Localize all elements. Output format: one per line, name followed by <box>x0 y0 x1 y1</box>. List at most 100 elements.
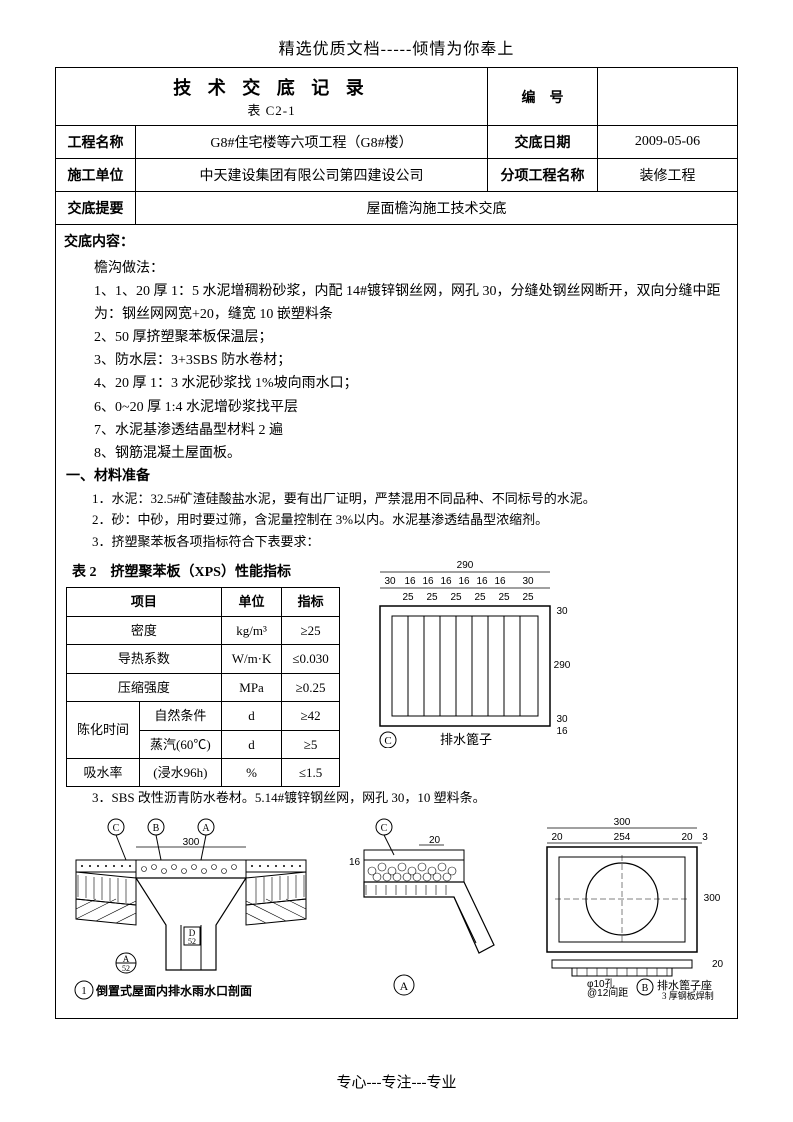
label-sub-project: 分项工程名称 <box>488 159 598 192</box>
xps-header: 单位 <box>221 588 282 616</box>
svg-text:16: 16 <box>476 576 488 587</box>
value-project-name: G8#住宅楼等六项工程（G8#楼） <box>136 126 488 159</box>
page-header: 精选优质文档-----倾情为你奉上 <box>55 35 738 59</box>
xps-cell: ≥25 <box>282 616 339 644</box>
svg-text:20: 20 <box>681 832 693 843</box>
doc-subtitle: 表 C2-1 <box>64 100 479 119</box>
svg-text:@12间距: @12间距 <box>587 986 628 999</box>
material-item: 2．砂：中砂，用时要过筛，含泥量控制在 3%以内。水泥基渗透结晶型浓缩剂。 <box>66 509 727 530</box>
svg-text:25: 25 <box>450 592 462 603</box>
xps-cell: ≤0.030 <box>282 645 339 673</box>
material-item: 1．水泥：32.5#矿渣硅酸盐水泥，要有出厂证明，严禁混用不同品种、不同标号的水… <box>66 488 727 509</box>
section1-title: 一、材料准备 <box>66 465 727 488</box>
xps-table: 项目 单位 指标 密度 kg/m³ ≥25 导热系数 W/m·K ≤0.030 <box>66 587 340 787</box>
record-table: 技 术 交 底 记 录 表 C2-1 编 号 工程名称 G8#住宅楼等六项工程（… <box>55 67 738 225</box>
svg-text:25: 25 <box>402 592 414 603</box>
label-date: 交底日期 <box>488 126 598 159</box>
xps-cell: 自然条件 <box>140 702 222 730</box>
xps-cell: 蒸汽(60℃) <box>140 730 222 758</box>
svg-text:A: A <box>400 979 409 993</box>
step: 2、50 厚挤塑聚苯板保温层； <box>66 326 727 349</box>
svg-text:20: 20 <box>551 832 563 843</box>
svg-text:30: 30 <box>556 606 568 617</box>
label-unit: 施工单位 <box>56 159 136 192</box>
svg-text:16: 16 <box>458 576 470 587</box>
svg-text:30: 30 <box>556 714 568 725</box>
diagram-a: C 20 16 <box>344 815 499 1008</box>
svg-text:290: 290 <box>553 660 569 671</box>
xps-cell: ≤1.5 <box>282 758 339 786</box>
svg-text:C: C <box>113 823 120 834</box>
svg-text:C: C <box>384 735 391 747</box>
xps-cell: d <box>221 702 282 730</box>
xps-cell: ≥42 <box>282 702 339 730</box>
svg-text:排水篦子座: 排水篦子座 <box>657 978 712 992</box>
value-sub-project: 装修工程 <box>598 159 738 192</box>
svg-text:16: 16 <box>494 576 506 587</box>
svg-text:254: 254 <box>614 832 631 843</box>
value-summary: 屋面檐沟施工技术交底 <box>136 192 738 225</box>
xps-cell: 压缩强度 <box>67 673 222 701</box>
svg-text:3 厚钢板焊制: 3 厚钢板焊制 <box>662 990 714 1000</box>
svg-text:52: 52 <box>122 964 130 973</box>
svg-text:16: 16 <box>422 576 434 587</box>
xps-cell: ≥5 <box>282 730 339 758</box>
svg-text:B: B <box>153 823 160 834</box>
label-number: 编 号 <box>488 68 598 126</box>
xps-cell: % <box>221 758 282 786</box>
svg-text:25: 25 <box>498 592 510 603</box>
label-summary: 交底提要 <box>56 192 136 225</box>
content-body: 檐沟做法： 1、1、20 厚 1：5 水泥增稠粉砂浆，内配 14#镀锌钢丝网，网… <box>55 253 738 1019</box>
diagram-1: C B A 300 <box>66 815 316 1008</box>
value-unit: 中天建设集团有限公司第四建设公司 <box>136 159 488 192</box>
svg-text:16: 16 <box>349 857 361 868</box>
doc-title: 技 术 交 底 记 录 <box>64 74 479 100</box>
svg-text:20: 20 <box>712 959 724 970</box>
value-date: 2009-05-06 <box>598 126 738 159</box>
svg-text:25: 25 <box>474 592 486 603</box>
xps-caption: 表 2 挤塑聚苯板（XPS）性能指标 <box>66 558 340 587</box>
xps-cell: kg/m³ <box>221 616 282 644</box>
svg-text:C: C <box>381 823 388 834</box>
step: 6、0~20 厚 1:4 水泥增砂浆找平层 <box>66 396 727 419</box>
svg-text:1: 1 <box>81 985 87 997</box>
xps-cell: 密度 <box>67 616 222 644</box>
diagram-b: 300 20 254 20 3 300 <box>527 815 727 1008</box>
step: 7、水泥基渗透结晶型材料 2 遍 <box>66 419 727 442</box>
label-project-name: 工程名称 <box>56 126 136 159</box>
svg-text:倒置式屋面内排水雨水口剖面: 倒置式屋面内排水雨水口剖面 <box>95 983 252 998</box>
svg-text:排水篦子: 排水篦子 <box>440 732 492 747</box>
diagram-c: 290 30 16 16 16 16 16 16 30 25 25 25 <box>360 558 570 756</box>
svg-text:25: 25 <box>426 592 438 603</box>
svg-text:16: 16 <box>556 726 568 737</box>
svg-text:3: 3 <box>702 832 708 843</box>
svg-text:B: B <box>642 983 649 994</box>
gutter-title: 檐沟做法： <box>66 257 727 280</box>
svg-text:30: 30 <box>522 576 534 587</box>
step: 4、20 厚 1：3 水泥砂浆找 1%坡向雨水口； <box>66 372 727 395</box>
xps-cell: MPa <box>221 673 282 701</box>
xps-cell: (浸水96h) <box>140 758 222 786</box>
dim-text: 290 <box>456 560 473 571</box>
xps-cell: d <box>221 730 282 758</box>
xps-header: 项目 <box>67 588 222 616</box>
sbs-line: 3．SBS 改性沥青防水卷材。5.14#镀锌钢丝网，网孔 30，10 塑料条。 <box>66 787 727 808</box>
svg-text:300: 300 <box>614 817 631 828</box>
content-title: 交底内容： <box>55 225 738 253</box>
xps-cell: 吸水率 <box>67 758 140 786</box>
page-footer: 专心---专注---专业 <box>0 1071 793 1092</box>
svg-text:20: 20 <box>429 835 441 846</box>
xps-cell: ≥0.25 <box>282 673 339 701</box>
xps-cell: 陈化时间 <box>67 702 140 759</box>
svg-text:16: 16 <box>404 576 416 587</box>
svg-text:25: 25 <box>522 592 534 603</box>
svg-text:300: 300 <box>183 837 200 848</box>
step: 8、钢筋混凝土屋面板。 <box>66 442 727 465</box>
svg-text:300: 300 <box>704 893 721 904</box>
xps-cell: 导热系数 <box>67 645 222 673</box>
step: 1、1、20 厚 1：5 水泥增稠粉砂浆，内配 14#镀锌钢丝网，网孔 30，分… <box>66 280 727 326</box>
material-item: 3．挤塑聚苯板各项指标符合下表要求： <box>66 531 727 552</box>
svg-text:52: 52 <box>188 937 196 946</box>
value-number <box>598 68 738 126</box>
svg-text:16: 16 <box>440 576 452 587</box>
